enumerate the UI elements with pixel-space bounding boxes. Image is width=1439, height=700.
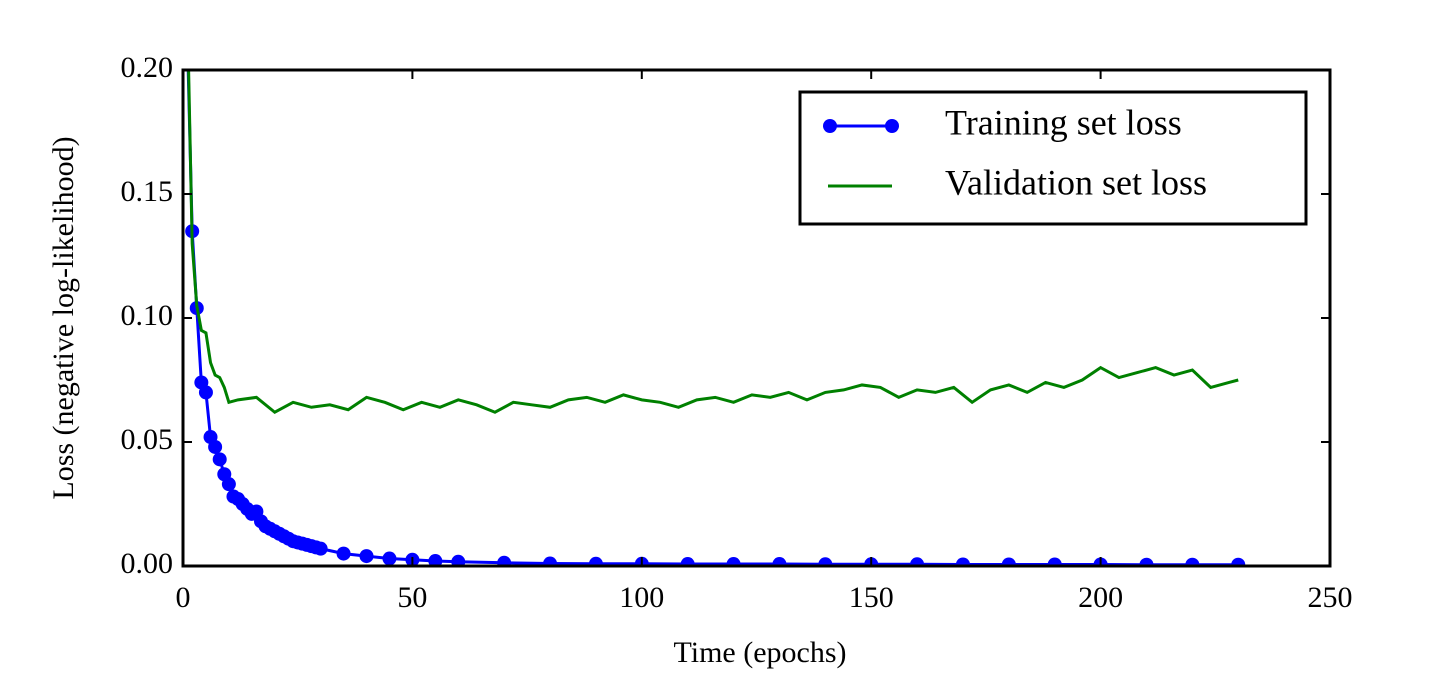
data-point (818, 557, 833, 566)
legend-label: Validation set loss (945, 162, 1207, 202)
x-tick-label: 200 (1078, 581, 1123, 614)
data-point (1185, 557, 1200, 566)
data-point (680, 557, 695, 566)
plot-area (181, 38, 1246, 566)
legend-marker (885, 119, 899, 133)
series-line (187, 70, 1239, 415)
y-tick-label: 0.00 (121, 547, 174, 580)
data-point (336, 546, 351, 561)
data-point (212, 452, 227, 467)
data-point (955, 557, 970, 566)
y-tick-label: 0.20 (121, 51, 174, 84)
data-point (198, 385, 213, 400)
x-tick-label: 250 (1308, 581, 1353, 614)
data-point (497, 555, 512, 566)
legend-marker (823, 119, 837, 133)
legend-label: Training set loss (945, 102, 1182, 142)
x-tick-label: 150 (849, 581, 894, 614)
y-axis-label: Loss (negative log-likelihood) (47, 136, 80, 499)
y-tick-label: 0.15 (121, 175, 174, 208)
data-point (382, 551, 397, 566)
data-point (451, 554, 466, 566)
x-tick-label: 0 (176, 581, 191, 614)
data-point (221, 477, 236, 492)
data-point (1139, 557, 1154, 566)
data-point (1231, 557, 1246, 566)
data-point (208, 439, 223, 454)
data-point (1001, 557, 1016, 566)
data-point (428, 554, 443, 566)
x-tick-label: 50 (397, 581, 427, 614)
data-point (1047, 557, 1062, 566)
data-point (543, 556, 558, 566)
x-tick-label: 100 (619, 581, 664, 614)
legend: Training set loss Validation set loss (798, 90, 1308, 226)
data-point (910, 557, 925, 566)
data-point (772, 557, 787, 566)
data-point (588, 556, 603, 566)
data-point (181, 38, 195, 52)
data-point (726, 557, 741, 566)
x-axis-label: Time (epochs) (673, 636, 846, 669)
legend-box (798, 90, 1308, 226)
data-point (313, 541, 328, 556)
data-point (359, 549, 374, 564)
y-tick-label: 0.05 (121, 423, 174, 456)
y-tick-label: 0.10 (121, 299, 174, 332)
